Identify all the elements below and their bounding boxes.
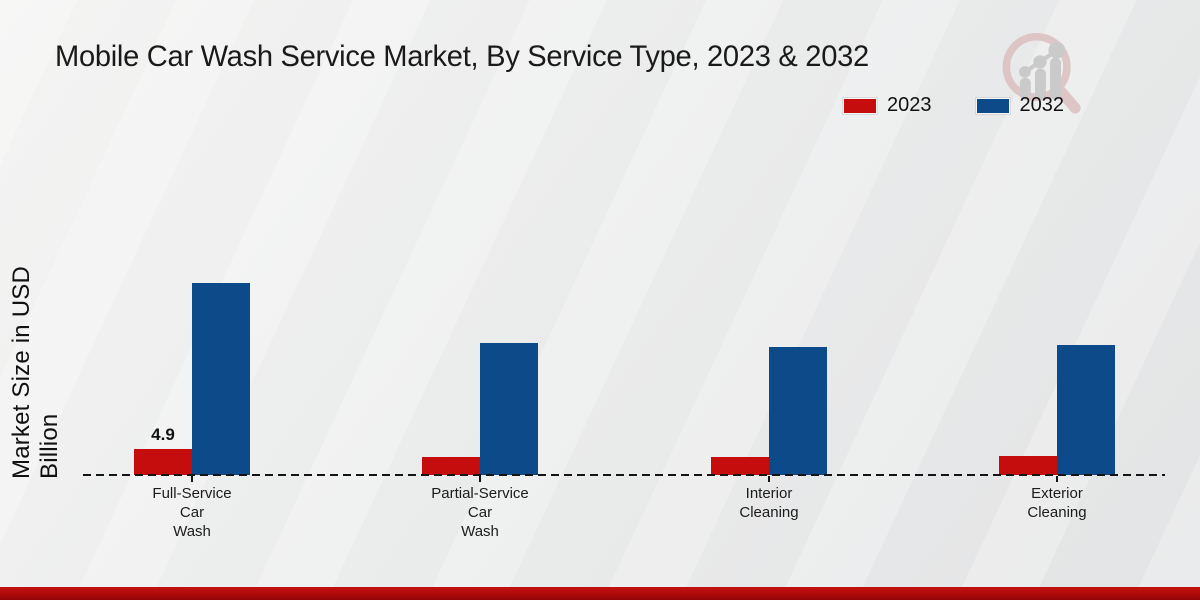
x-axis-tick-full-service-car-wash xyxy=(191,476,193,482)
legend-item-2023: 2023 xyxy=(843,94,932,117)
legend-label: 2023 xyxy=(887,94,932,116)
bar-2023-interior-cleaning xyxy=(711,457,769,475)
legend-swatch-2032 xyxy=(975,97,1010,114)
legend: 2023 2032 xyxy=(843,94,1064,117)
x-axis-tick-exterior-cleaning xyxy=(1056,476,1058,482)
legend-item-2032: 2032 xyxy=(975,94,1065,117)
x-axis-dashed-baseline xyxy=(83,474,1165,476)
bar-2032-partial-service-car-wash xyxy=(480,343,538,475)
bar-2023-exterior-cleaning xyxy=(999,456,1057,475)
legend-swatch-2023 xyxy=(843,97,877,114)
category-label-interior-cleaning: Interior Cleaning xyxy=(739,485,799,521)
x-axis-tick-interior-cleaning xyxy=(768,476,770,482)
magnifier-bar-chart-logo-icon xyxy=(1002,32,1081,114)
data-label-2023-full-service-car-wash: 4.9 xyxy=(151,425,175,444)
y-axis-title: Market Size in USD Billion xyxy=(8,266,63,479)
chart-title: Mobile Car Wash Service Market, By Servi… xyxy=(55,40,869,73)
legend-label: 2032 xyxy=(1019,94,1065,116)
bar-2032-interior-cleaning xyxy=(769,347,827,475)
bar-2032-full-service-car-wash xyxy=(192,283,250,475)
category-label-full-service-car-wash: Full-Service Car Wash xyxy=(152,485,232,540)
category-label-exterior-cleaning: Exterior Cleaning xyxy=(1027,485,1087,521)
bar-2032-exterior-cleaning xyxy=(1057,345,1115,475)
category-label-partial-service-car-wash: Partial-Service Car Wash xyxy=(431,485,529,540)
footer-accent-bar xyxy=(0,587,1200,600)
bar-2023-full-service-car-wash xyxy=(134,449,192,475)
x-axis-tick-partial-service-car-wash xyxy=(479,476,481,482)
bar-2023-partial-service-car-wash xyxy=(422,457,480,475)
